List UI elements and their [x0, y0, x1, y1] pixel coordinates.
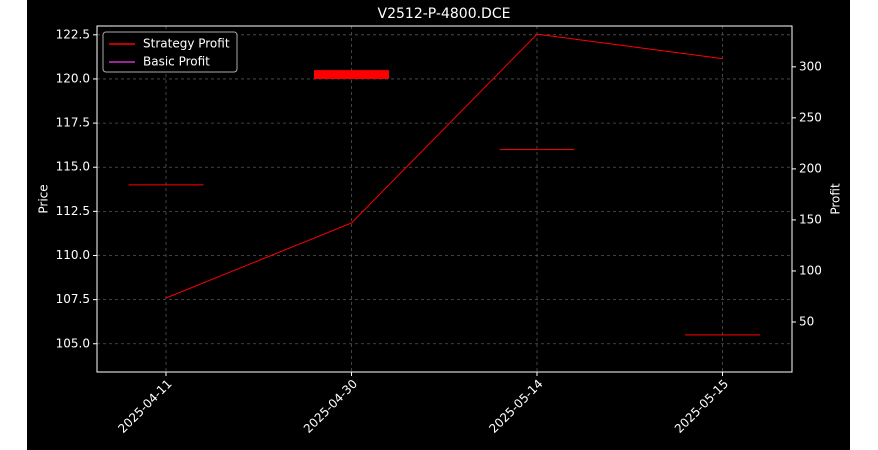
y-tick-label: 122.5 [56, 27, 90, 41]
y2-tick-label: 50 [799, 314, 814, 328]
y2-tick-label: 300 [799, 59, 822, 73]
y2-tick-label: 200 [799, 161, 822, 175]
candle-body [685, 334, 760, 336]
candle-body [128, 184, 204, 186]
y-tick-label: 115.0 [56, 160, 90, 174]
y2-tick-label: 150 [799, 212, 822, 226]
profit-line [165, 33, 723, 299]
legend-box [102, 31, 238, 73]
y2-tick-label: 250 [799, 110, 822, 124]
y2-tick-label: 100 [799, 263, 822, 277]
y-tick-label: 107.5 [56, 292, 90, 306]
chart-title: V2512-P-4800.DCE [378, 6, 511, 22]
axes-frame [96, 25, 793, 373]
y-tick-label: 120.0 [56, 71, 90, 85]
legend-label: Basic Profit [143, 55, 210, 69]
y-axis-label: Price [37, 184, 51, 213]
y-tick-label: 110.0 [56, 248, 90, 262]
y-tick-label: 117.5 [56, 116, 90, 130]
y2-axis-label: Profit [829, 183, 843, 215]
y-tick-label: 105.0 [56, 336, 90, 350]
legend-label: Strategy Profit [143, 37, 230, 51]
candle-body [314, 70, 389, 79]
y-tick-label: 112.5 [56, 204, 90, 218]
background [27, 0, 850, 450]
candle-body [499, 149, 575, 151]
